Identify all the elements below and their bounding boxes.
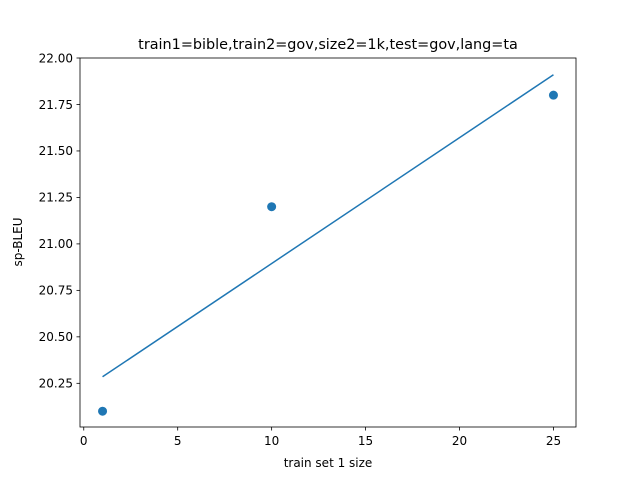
x-tick-label: 20 bbox=[452, 434, 467, 448]
y-tick-label: 22.00 bbox=[39, 51, 73, 65]
y-tick-label: 20.75 bbox=[39, 284, 73, 298]
x-tick-label: 15 bbox=[358, 434, 373, 448]
y-axis-label: sp-BLEU bbox=[11, 217, 25, 266]
y-tick-label: 21.50 bbox=[39, 144, 73, 158]
data-point bbox=[548, 90, 558, 100]
x-axis-label: train set 1 size bbox=[284, 456, 373, 470]
plot-frame bbox=[79, 57, 577, 428]
x-tick-label: 0 bbox=[80, 434, 88, 448]
plot-area bbox=[98, 74, 558, 416]
chart-title: train1=bible,train2=gov,size2=1k,test=go… bbox=[138, 37, 518, 53]
trend-line bbox=[102, 74, 554, 378]
x-tick-label: 5 bbox=[174, 434, 182, 448]
y-tick-label: 20.50 bbox=[39, 330, 73, 344]
data-point bbox=[267, 202, 277, 212]
y-tick-label: 21.00 bbox=[39, 237, 73, 251]
x-tick-label: 25 bbox=[546, 434, 561, 448]
y-tick-label: 20.25 bbox=[39, 377, 73, 391]
x-tick-label: 10 bbox=[264, 434, 279, 448]
y-tick-label: 21.25 bbox=[39, 191, 73, 205]
data-point bbox=[98, 406, 108, 416]
y-tick-label: 21.75 bbox=[39, 98, 73, 112]
